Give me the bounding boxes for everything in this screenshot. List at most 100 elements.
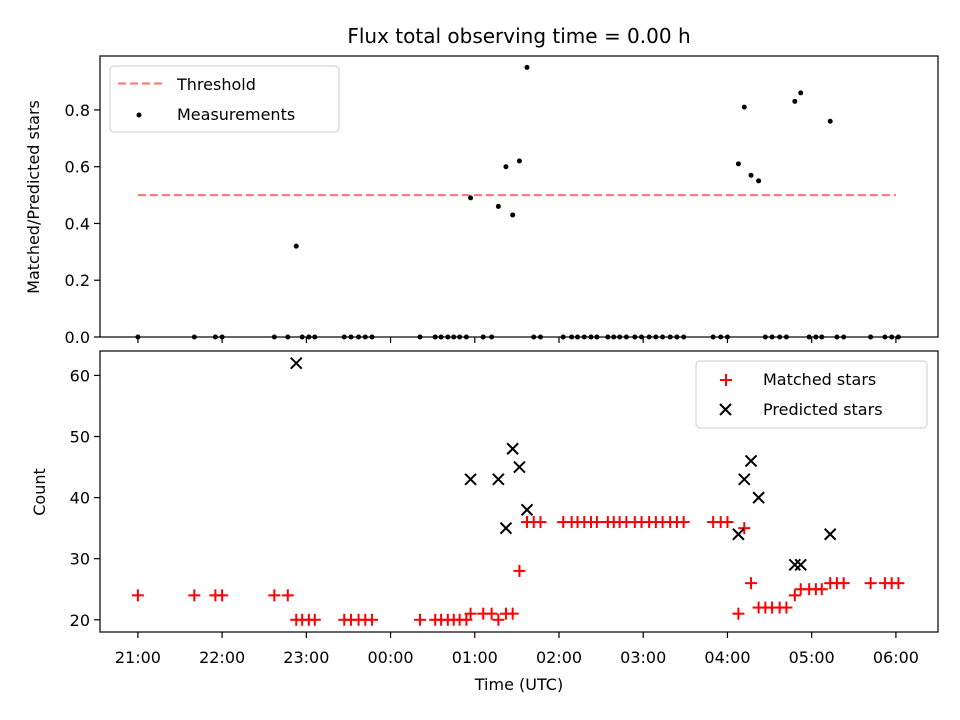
matched-star-point	[268, 589, 281, 602]
bottom-x-tick-label: 02:00	[536, 648, 582, 667]
matched-star-point	[366, 613, 379, 626]
top-y-tick-label: 0.2	[65, 271, 90, 290]
matched-star-point	[745, 577, 758, 590]
matched-star-point	[464, 607, 477, 620]
bottom-x-tick-label: 00:00	[368, 648, 414, 667]
top-y-tick-label: 0.4	[65, 214, 90, 233]
bottom-y-tick-label: 50	[70, 428, 90, 447]
bottom-x-tick-label: 01:00	[452, 648, 498, 667]
bottom-y-ticks: 20 30 40 50 60	[70, 366, 100, 630]
measurement-point	[495, 203, 501, 209]
predicted-star-point	[823, 528, 837, 541]
bottom-x-ticks: 21:00 22:00 23:00 00:00 01:00 02:00 03:00 04:00…	[115, 632, 919, 667]
bottom-x-tick-label: 21:00	[115, 648, 161, 667]
matched-star-point	[738, 522, 751, 535]
bottom-x-tick-label: 04:00	[704, 648, 750, 667]
bottom-legend-box	[695, 360, 928, 429]
predicted-star-point	[738, 473, 751, 486]
predicted-star-point	[744, 454, 758, 468]
bottom-x-tick-label: 22:00	[199, 648, 245, 667]
bottom-x-axis-label: Time (UTC)	[474, 675, 563, 694]
measurement-point	[524, 64, 530, 70]
bottom-y-tick-label: 30	[70, 550, 90, 569]
legend-measurements-label: Measurements	[177, 105, 295, 124]
predicted-star-point	[492, 473, 505, 486]
bottom-x-tick-label: 23:00	[283, 648, 329, 667]
matched-star-point	[837, 577, 850, 590]
legend-threshold-label: Threshold	[176, 75, 256, 94]
bottom-y-tick-label: 20	[70, 611, 90, 630]
top-chart-title: Flux total observing time = 0.00 h	[347, 24, 690, 48]
predicted-star-point	[520, 503, 534, 517]
matched-star-point	[131, 589, 144, 602]
top-plot-marks	[135, 64, 901, 340]
matched-star-point	[732, 607, 745, 620]
bottom-plot-marks	[131, 357, 905, 626]
measurement-point	[748, 172, 754, 178]
matched-star-point	[677, 516, 690, 529]
matched-star-point	[460, 613, 473, 626]
matched-star-point	[534, 516, 547, 529]
legend-matched-marker	[720, 374, 732, 386]
matched-star-point	[281, 589, 294, 602]
top-y-tick-label: 0.0	[65, 328, 90, 347]
bottom-y-tick-label: 40	[70, 489, 90, 508]
measurement-point	[503, 164, 509, 170]
top-y-tick-label: 0.8	[65, 101, 90, 120]
bottom-y-axis-label: Count	[30, 468, 49, 516]
matched-star-point	[721, 516, 734, 529]
predicted-star-point	[794, 558, 807, 572]
top-x-ticks	[137, 337, 897, 343]
matched-star-point	[892, 577, 905, 590]
matched-star-point	[815, 583, 828, 596]
matched-star-point	[216, 589, 229, 602]
measurement-point	[792, 98, 798, 104]
matched-star-point	[788, 589, 801, 602]
bottom-x-tick-label: 03:00	[620, 648, 666, 667]
matched-star-point	[780, 601, 793, 614]
bottom-y-tick-label: 60	[70, 366, 90, 385]
legend-measurements-marker	[136, 112, 142, 118]
measurement-point	[735, 161, 741, 167]
measurement-point	[293, 243, 299, 249]
legend-matched-label: Matched stars	[763, 370, 876, 389]
measurement-point	[756, 178, 762, 184]
matched-star-point	[485, 607, 498, 620]
matched-star-point	[414, 613, 427, 626]
top-legend: Threshold Measurements	[109, 65, 340, 133]
top-y-axis-label: Matched/Predicted stars	[24, 100, 43, 294]
measurement-point	[741, 104, 747, 110]
matched-star-point	[864, 577, 877, 590]
predicted-star-point	[732, 528, 745, 541]
predicted-star-point	[464, 473, 477, 486]
matched-star-point	[188, 589, 201, 602]
predicted-star-point	[290, 357, 303, 370]
measurement-point	[516, 158, 522, 164]
matched-star-point	[513, 564, 526, 577]
matched-star-point	[506, 607, 519, 620]
measurement-point	[468, 195, 474, 201]
top-y-ticks: 0.0 0.2 0.4 0.6 0.8	[65, 101, 100, 347]
measurement-point	[798, 90, 804, 96]
bottom-axes-frame	[99, 350, 939, 633]
predicted-star-point	[752, 491, 765, 504]
top-panel: Flux total observing time = 0.00 h Match…	[24, 24, 939, 347]
matched-star-point	[590, 516, 603, 529]
top-legend-box	[109, 65, 340, 133]
matched-star-point	[308, 613, 321, 626]
legend-predicted-label: Predicted stars	[763, 400, 883, 419]
top-axes-frame	[99, 55, 939, 338]
bottom-x-tick-label: 05:00	[789, 648, 835, 667]
predicted-star-point	[513, 460, 526, 474]
predicted-star-point	[499, 521, 513, 535]
bottom-x-tick-label: 06:00	[873, 648, 919, 667]
measurement-point	[827, 118, 833, 124]
top-y-tick-label: 0.6	[65, 158, 90, 177]
bottom-panel: Count Time (UTC) 20 30 40 50 60 21:00 22:00 23…	[30, 350, 939, 694]
legend-predicted-marker	[719, 403, 732, 416]
measurement-point	[510, 212, 516, 218]
matched-star-point	[492, 613, 505, 626]
predicted-star-point	[788, 558, 802, 572]
bottom-legend: Matched stars Predicted stars	[695, 360, 928, 429]
